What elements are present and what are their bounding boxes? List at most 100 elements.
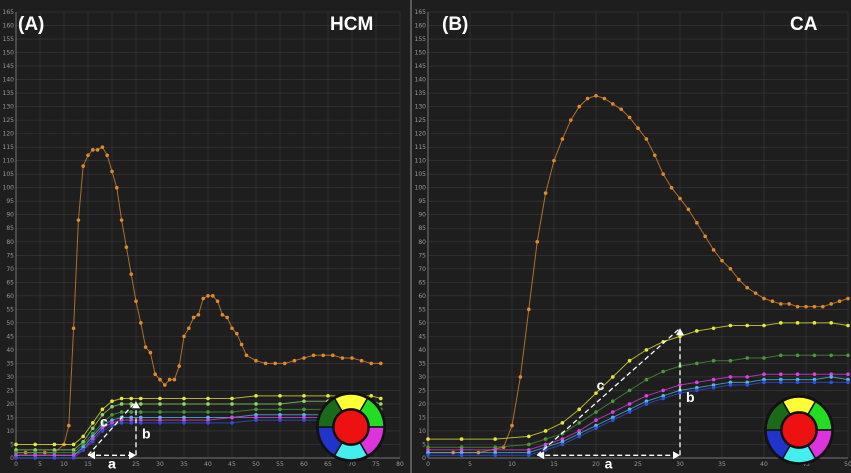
data-point-cyan <box>627 407 632 412</box>
data-point-blue <box>493 453 497 458</box>
data-point-cyan <box>829 375 833 379</box>
data-point-magenta <box>254 415 258 420</box>
data-point-magenta <box>711 377 716 382</box>
y-tick-label: 75 <box>6 252 14 259</box>
data-point-green <box>611 399 615 404</box>
data-point-orange <box>795 304 800 309</box>
data-point-cyan <box>254 412 258 417</box>
data-point-green <box>644 377 649 382</box>
data-point-lightgreen <box>110 404 114 409</box>
data-point-orange <box>302 356 306 360</box>
data-point-yellow <box>779 321 783 325</box>
data-point-yellow <box>745 323 749 328</box>
data-point-yellow <box>369 394 374 398</box>
data-point-orange <box>787 302 791 306</box>
data-point-magenta <box>795 372 800 377</box>
data-point-orange <box>669 185 674 190</box>
data-point-green <box>278 407 282 412</box>
y-tick-label: 115 <box>415 144 427 151</box>
data-point-orange <box>779 302 783 306</box>
x-tick-label: 50 <box>844 461 851 468</box>
x-tick-label: 25 <box>634 461 642 468</box>
annotation-label-b: b <box>686 389 695 405</box>
y-tick-label: 80 <box>418 239 426 246</box>
data-point-cyan <box>728 380 733 385</box>
y-tick-label: 20 <box>418 401 426 408</box>
data-point-orange <box>172 377 177 382</box>
data-point-blue <box>459 453 464 458</box>
data-point-blue <box>745 383 749 387</box>
y-tick-label: 35 <box>6 360 14 367</box>
data-point-yellow <box>577 407 581 412</box>
y-tick-label: 40 <box>6 347 14 354</box>
data-point-orange <box>263 361 268 366</box>
data-point-blue <box>100 429 105 433</box>
data-point-orange <box>552 158 556 163</box>
y-tick-label: 45 <box>6 333 14 340</box>
data-point-orange <box>846 296 850 301</box>
data-point-orange <box>644 137 649 141</box>
data-point-cyan <box>644 399 649 404</box>
y-tick-label: 55 <box>6 306 14 313</box>
data-point-cyan <box>110 418 114 422</box>
data-point-cyan <box>779 377 783 382</box>
data-point-magenta <box>110 421 114 425</box>
data-point-orange <box>518 375 523 379</box>
data-point-blue <box>695 388 699 393</box>
y-tick-label: 30 <box>418 374 426 381</box>
y-tick-label: 100 <box>415 185 427 192</box>
x-tick-label: 5 <box>38 461 42 468</box>
data-point-green <box>33 450 37 455</box>
series-line-green <box>16 408 381 454</box>
data-point-yellow <box>326 394 330 398</box>
data-point-yellow <box>100 407 105 412</box>
data-point-orange <box>158 377 162 382</box>
data-point-blue <box>52 456 57 460</box>
data-point-orange <box>737 277 741 282</box>
data-point-blue <box>560 442 565 447</box>
data-point-magenta <box>627 402 632 406</box>
data-point-yellow <box>302 394 306 398</box>
data-point-blue <box>779 380 783 385</box>
data-point-blue <box>278 418 282 422</box>
series-blue <box>426 380 850 458</box>
data-point-magenta <box>52 453 57 458</box>
data-point-orange <box>134 299 138 304</box>
data-point-lightgreen <box>100 412 105 417</box>
data-point-yellow <box>728 323 733 328</box>
data-point-magenta <box>278 415 282 420</box>
data-point-green <box>594 410 598 414</box>
data-point-magenta <box>91 437 95 441</box>
data-point-yellow <box>254 394 258 398</box>
data-point-green <box>302 407 306 412</box>
series-line-orange <box>16 146 381 454</box>
data-point-orange <box>585 96 590 101</box>
data-point-yellow <box>206 396 210 401</box>
x-tick-label: 5 <box>468 461 472 468</box>
x-tick-label: 15 <box>550 461 558 468</box>
annotation-label-a: a <box>605 455 613 471</box>
arrowhead-b <box>132 401 140 409</box>
data-point-magenta <box>846 372 850 377</box>
data-point-green <box>119 410 124 414</box>
data-point-cyan <box>695 385 699 390</box>
series-orange <box>14 145 383 455</box>
y-tick-label: 160 <box>415 23 427 30</box>
data-point-orange <box>273 361 278 366</box>
hcm-chart-svg: 0510152025303540455055606570758085909510… <box>3 9 404 471</box>
data-point-orange <box>196 312 201 317</box>
data-point-blue <box>711 385 716 390</box>
data-point-orange <box>235 331 239 336</box>
data-point-yellow <box>829 321 833 325</box>
data-point-cyan <box>661 394 665 398</box>
data-point-green <box>795 353 800 358</box>
data-point-green <box>779 353 783 358</box>
y-tick-label: 115 <box>3 144 15 151</box>
data-point-blue <box>644 402 649 406</box>
data-point-blue <box>206 421 210 425</box>
y-tick-label: 150 <box>415 50 427 57</box>
data-point-magenta <box>493 448 497 452</box>
x-tick-label: 40 <box>760 461 768 468</box>
data-point-orange <box>619 107 623 112</box>
y-tick-label: 90 <box>418 212 426 219</box>
